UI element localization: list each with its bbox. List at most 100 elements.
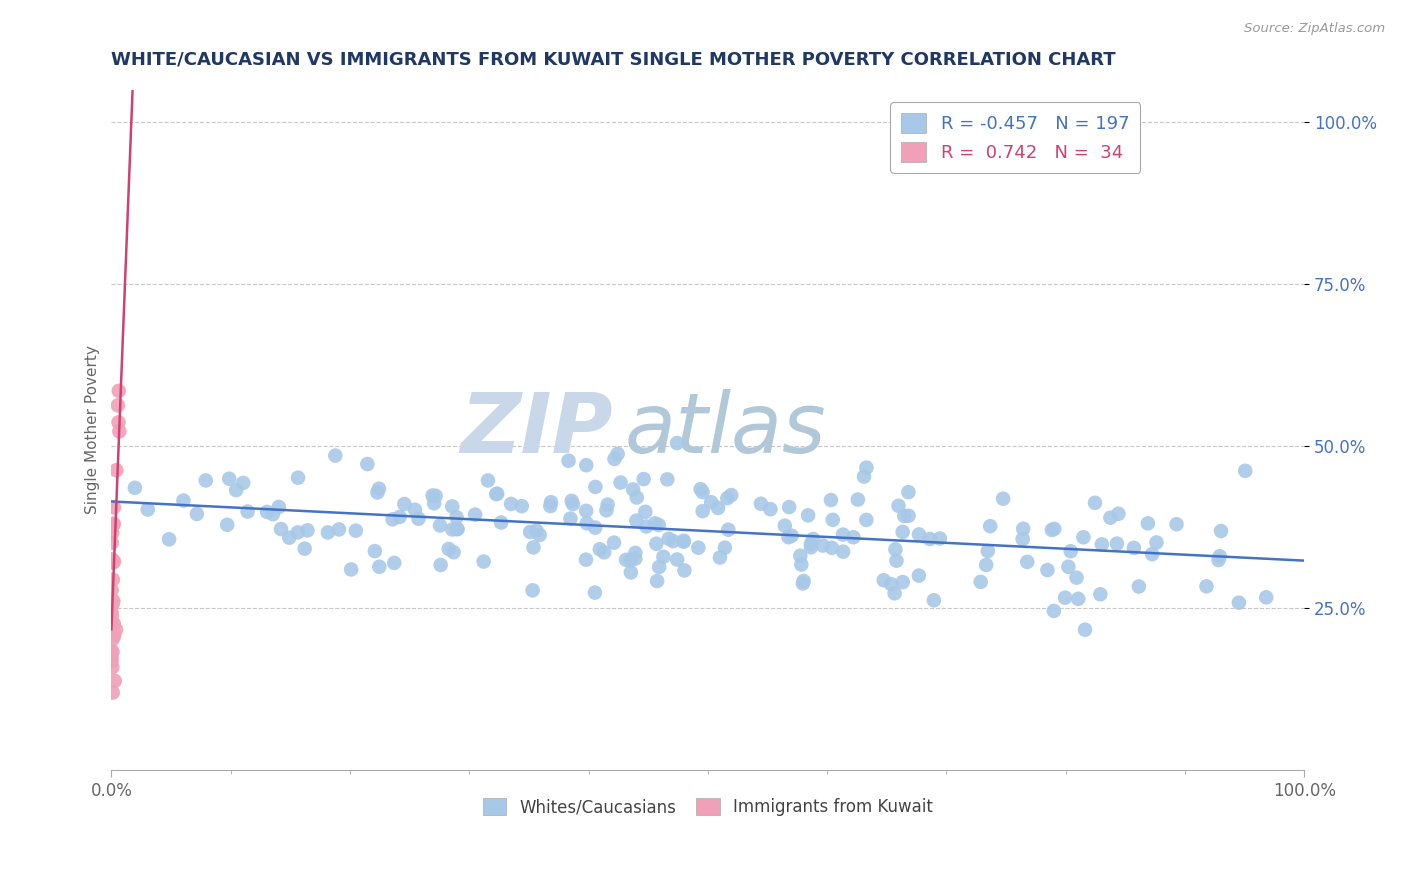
Point — [714, 541, 737, 555]
Text: Source: ZipAtlas.com: Source: ZipAtlas.com — [1244, 22, 1385, 36]
Point — [388, 510, 411, 524]
Point — [105, 623, 128, 637]
Point — [404, 502, 426, 516]
Point — [256, 505, 278, 519]
Point — [1012, 522, 1035, 536]
Point — [101, 685, 124, 699]
Point — [648, 560, 671, 574]
Point — [425, 489, 447, 503]
Point — [773, 518, 796, 533]
Point — [897, 508, 920, 523]
Point — [636, 519, 658, 533]
Point — [107, 398, 129, 412]
Point — [394, 497, 416, 511]
Point — [107, 384, 129, 398]
Point — [593, 545, 616, 559]
Point — [423, 496, 446, 510]
Point — [908, 527, 931, 541]
Point — [621, 483, 644, 497]
Point — [540, 495, 562, 509]
Point — [356, 457, 378, 471]
Point — [270, 522, 292, 536]
Point — [778, 530, 800, 544]
Point — [100, 651, 122, 665]
Point — [800, 541, 823, 555]
Point — [294, 541, 316, 556]
Point — [101, 552, 124, 566]
Point — [124, 481, 146, 495]
Point — [464, 508, 486, 522]
Point — [645, 574, 668, 588]
Point — [928, 532, 950, 546]
Point — [100, 607, 122, 621]
Text: ZIP: ZIP — [460, 389, 613, 470]
Point — [446, 522, 468, 536]
Point — [477, 474, 499, 488]
Point — [583, 521, 606, 535]
Point — [103, 629, 125, 643]
Point — [1060, 544, 1083, 558]
Point — [485, 487, 508, 501]
Point — [429, 558, 451, 572]
Point — [883, 586, 905, 600]
Point — [1107, 507, 1129, 521]
Point — [443, 545, 465, 559]
Point — [172, 493, 194, 508]
Point — [103, 594, 125, 608]
Point — [974, 558, 997, 572]
Point — [692, 504, 714, 518]
Point — [103, 616, 125, 631]
Point — [100, 607, 122, 622]
Point — [225, 483, 247, 497]
Point — [707, 500, 730, 515]
Point — [287, 471, 309, 485]
Point — [666, 436, 689, 450]
Point — [717, 523, 740, 537]
Point — [1166, 517, 1188, 532]
Point — [422, 489, 444, 503]
Point — [891, 575, 914, 590]
Point — [1067, 591, 1090, 606]
Point — [262, 507, 284, 521]
Point — [1090, 587, 1112, 601]
Point — [136, 502, 159, 516]
Point — [340, 562, 363, 576]
Point — [103, 555, 125, 569]
Point — [855, 513, 877, 527]
Point — [873, 573, 896, 587]
Point — [789, 549, 811, 563]
Point — [157, 533, 180, 547]
Point — [645, 537, 668, 551]
Point — [382, 556, 405, 570]
Legend: Whites/Caucasians, Immigrants from Kuwait: Whites/Caucasians, Immigrants from Kuwai… — [477, 791, 939, 823]
Point — [1146, 535, 1168, 549]
Point — [821, 541, 844, 555]
Point — [1036, 563, 1059, 577]
Point — [575, 504, 598, 518]
Point — [522, 541, 544, 555]
Point — [793, 574, 815, 588]
Point — [101, 520, 124, 534]
Point — [101, 556, 124, 570]
Point — [689, 482, 711, 496]
Point — [368, 559, 391, 574]
Point — [811, 539, 834, 553]
Point — [1105, 536, 1128, 550]
Point — [672, 534, 695, 549]
Point — [908, 568, 931, 582]
Point — [1209, 524, 1232, 538]
Point — [716, 491, 738, 505]
Point — [510, 499, 533, 513]
Point — [855, 460, 877, 475]
Point — [328, 523, 350, 537]
Point — [832, 544, 855, 558]
Text: atlas: atlas — [624, 389, 825, 470]
Point — [979, 519, 1001, 533]
Point — [437, 541, 460, 556]
Point — [800, 537, 823, 551]
Point — [186, 507, 208, 521]
Point — [891, 524, 914, 539]
Point — [589, 542, 612, 557]
Point — [652, 549, 675, 564]
Point — [1017, 555, 1039, 569]
